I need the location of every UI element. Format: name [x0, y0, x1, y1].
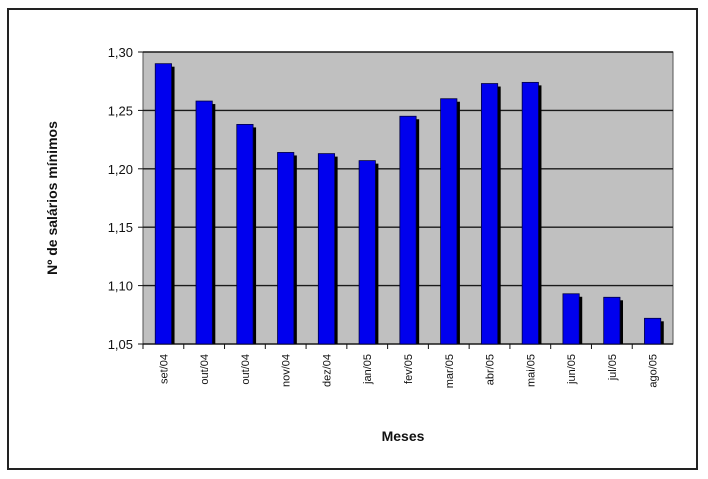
y-axis-title: Nº de salários mínimos: [44, 121, 60, 275]
bar: [317, 153, 336, 345]
y-tick-label: 1,20: [108, 162, 133, 177]
bar: [644, 317, 662, 345]
x-tick-label: jan/05: [362, 354, 374, 385]
y-tick-label: 1,25: [108, 103, 133, 118]
x-axis-ticks: set/04 out/04 out/04 nov/04 dez/04 jan/05 fev/…: [142, 344, 660, 388]
bar: [195, 100, 213, 345]
x-tick-label: mai/05: [525, 354, 537, 387]
y-tick-label: 1,15: [108, 220, 133, 235]
bar: [358, 160, 376, 345]
y-tick-label: 1,30: [108, 45, 133, 60]
bar: [154, 63, 172, 345]
bar: [480, 83, 499, 345]
y-tick-label: 1,05: [108, 337, 133, 352]
x-tick-label: jun/05: [566, 354, 578, 385]
x-tick-label: fev/05: [403, 354, 415, 384]
x-tick-label: nov/04: [281, 354, 293, 387]
bar: [236, 124, 254, 345]
x-tick-label: jul/05: [607, 354, 619, 381]
x-tick-label: out/04: [240, 354, 252, 385]
bar: [562, 293, 580, 345]
x-tick-label: dez/04: [321, 354, 333, 387]
bar: [399, 115, 417, 345]
bar: [277, 152, 295, 345]
bar: [440, 98, 458, 345]
bars: [154, 63, 664, 345]
y-tick-label: 1,10: [108, 279, 133, 294]
bar: [521, 81, 539, 345]
bar: [603, 296, 621, 345]
x-tick-label: mar/05: [444, 354, 456, 388]
x-axis-title: Meses: [382, 428, 425, 444]
x-tick-label: out/04: [199, 354, 211, 385]
x-tick-label: set/04: [158, 354, 170, 384]
y-axis-ticks: 1,30 1,25 1,20 1,15 1,10 1,05: [108, 45, 143, 352]
x-tick-label: ago/05: [648, 354, 660, 388]
x-tick-label: abr/05: [485, 354, 497, 385]
